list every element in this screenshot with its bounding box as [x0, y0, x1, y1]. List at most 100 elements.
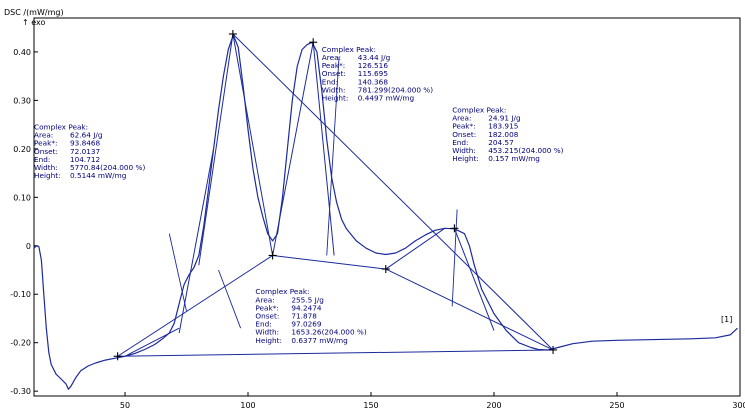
annotation-3-key-6: Height:: [255, 336, 282, 345]
annotation-1-key-4: End:: [322, 77, 338, 86]
annotation-1-key-5: Width:: [322, 85, 346, 94]
annotation-3-key-5: Width:: [255, 328, 279, 337]
annotation-3-key-4: End:: [255, 320, 271, 329]
annotation-2-key-1: Area:: [452, 114, 471, 123]
annotation-2-value-5: 453.215(204.000 %): [488, 146, 563, 155]
annotation-1-value-1: 43.44 J/g: [358, 53, 390, 62]
construction-line-10: [312, 42, 335, 256]
annotation-0-value-4: 104.712: [70, 155, 100, 164]
plot-frame: [33, 17, 741, 397]
peak-marker-3: [268, 251, 277, 260]
peak-marker-5: [113, 352, 122, 361]
construction-line-11: [453, 228, 495, 331]
annotation-3-key-2: Peak*:: [255, 303, 278, 312]
leader-line-2: [451, 209, 458, 307]
leader-line-0: [168, 233, 187, 312]
y-tick-label-7: -0.30: [10, 387, 31, 396]
exo-direction-label: ↑ exo: [22, 18, 46, 27]
y-tick-label-1: 0.30: [13, 96, 31, 105]
annotation-0-value-5: 5770.84(204.000 %): [70, 163, 145, 172]
annotation-0-value-6: 0.5144 mW/mg: [70, 171, 126, 180]
annotation-0-key-0: Complex Peak:: [34, 122, 88, 131]
dsc-curves: [33, 34, 738, 390]
annotation-3-value-2: 94.2474: [291, 303, 322, 312]
peak-marker-2: [450, 224, 459, 233]
leader-line-3: [218, 269, 242, 329]
construction-line-1: [117, 255, 273, 357]
annotation-2-value-2: 183.915: [488, 122, 518, 131]
annotation-2-key-2: Peak*:: [452, 122, 475, 131]
annotation-2-key-3: Onset:: [452, 130, 476, 139]
annotation-0-value-3: 72.0137: [70, 147, 101, 156]
construction-line-3: [385, 268, 554, 351]
y-tick-label-2: 0.20: [13, 145, 31, 154]
annotation-1-key-0: Complex Peak:: [322, 45, 376, 54]
annotation-3-value-1: 255.5 J/g: [291, 295, 323, 304]
annotation-3-key-0: Complex Peak:: [255, 287, 309, 296]
annotation-1-key-2: Peak*:: [322, 61, 345, 70]
construction-line-4: [232, 33, 554, 351]
annotation-2-key-6: Height:: [452, 154, 479, 163]
peak-annotation-1: Complex Peak:Area: 43.44 J/g Peak*: 126.516…: [322, 45, 433, 103]
peak-annotation-3: Complex Peak:Area: 255.5 J/g Peak*: 94.2474…: [255, 287, 366, 345]
annotation-2-key-4: End:: [452, 138, 468, 147]
annotation-1-key-3: Onset:: [322, 69, 346, 78]
annotation-3-value-6: 0.6377 mW/mg: [291, 336, 347, 345]
construction-line-0: [117, 349, 554, 357]
annotation-3-key-3: Onset:: [255, 312, 279, 321]
x-tick-label-4: 250: [609, 401, 624, 410]
annotation-1-key-1: Area:: [322, 53, 341, 62]
construction-line-2: [272, 254, 386, 270]
annotation-2-value-1: 24.91 J/g: [488, 114, 520, 123]
y-tick-label-5: -0.10: [10, 290, 31, 299]
annotation-1-key-6: Height:: [322, 94, 349, 103]
x-tick-label-1: 100: [240, 401, 255, 410]
peak-annotation-0: Complex Peak:Area: 62.64 J/g Peak*: 93.8468…: [34, 122, 145, 180]
annotation-1-value-2: 126.516: [358, 61, 389, 70]
construction-line-6: [198, 33, 234, 266]
construction-line-12: [385, 227, 446, 270]
annotation-0-key-4: End:: [34, 155, 50, 164]
annotation-1-value-3: 115.695: [358, 69, 388, 78]
peak-marker-4: [381, 265, 390, 274]
peak-marker-0: [228, 29, 237, 38]
annotation-1-value-6: 0.4497 mW/mg: [358, 94, 414, 103]
y-tick-label-3: 0.10: [13, 193, 31, 202]
annotation-3-key-1: Area:: [255, 295, 274, 304]
peak-marker-1: [309, 38, 318, 47]
x-tick-label-5: 300: [732, 401, 745, 410]
annotation-0-key-2: Peak*:: [34, 139, 57, 148]
annotation-0-key-1: Area:: [34, 131, 53, 140]
dsc-curve-0: [33, 34, 738, 390]
annotation-3-value-5: 1653.26(204.000 %): [291, 328, 366, 337]
annotation-2-key-5: Width:: [452, 146, 476, 155]
annotation-2-key-0: Complex Peak:: [452, 106, 506, 115]
curve-label: [1]: [721, 315, 732, 324]
y-axis-label: DSC /(mW/mg): [4, 8, 64, 17]
annotation-0-key-3: Onset:: [34, 147, 58, 156]
annotation-2-value-4: 204.57: [488, 138, 514, 147]
y-tick-label-0: 0.40: [13, 48, 31, 57]
annotation-0-value-2: 93.8468: [70, 139, 101, 148]
leader-lines: [168, 56, 458, 329]
construction-line-8: [124, 327, 180, 357]
peak-markers: [113, 29, 558, 361]
annotation-0-key-6: Height:: [34, 171, 61, 180]
annotation-2-value-6: 0.157 mW/mg: [488, 154, 540, 163]
annotation-0-value-1: 62.64 J/g: [70, 131, 102, 140]
x-tick-label-2: 150: [363, 401, 378, 410]
leader-line-1: [326, 56, 340, 256]
annotation-3-value-3: 71.878: [291, 312, 317, 321]
axes-frame: 0.40 0.30 0.20 0.10 0 -0.10 -0.20 -0.30 50 100 150…: [10, 17, 745, 410]
peak-marker-6: [549, 345, 558, 354]
construction-lines: [117, 33, 554, 357]
construction-line-5: [232, 33, 274, 256]
x-tick-label-0: 50: [120, 401, 130, 410]
annotation-3-value-4: 97.0269: [291, 320, 322, 329]
annotation-2-value-3: 182.008: [488, 130, 519, 139]
peak-annotation-2: Complex Peak:Area: 24.91 J/g Peak*: 183.915…: [452, 106, 563, 164]
y-tick-label-4: 0: [26, 242, 31, 251]
annotation-1-value-5: 781.299(204.000 %): [358, 85, 433, 94]
